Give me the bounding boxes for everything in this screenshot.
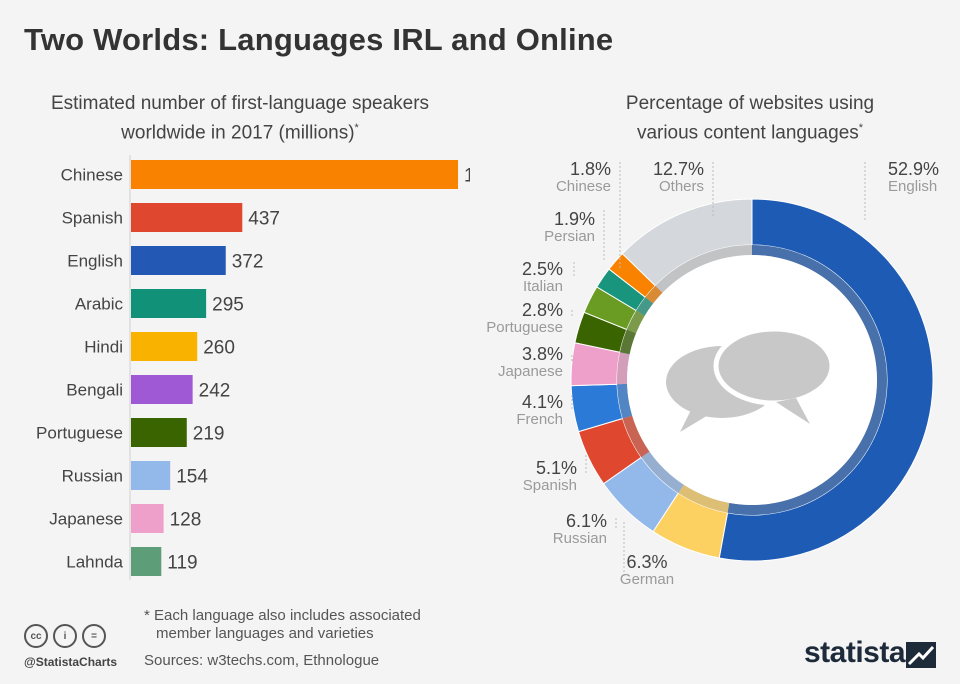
bar-category-label: Chinese bbox=[61, 166, 123, 185]
donut-inner-shade bbox=[636, 297, 654, 316]
donut-inner-shade bbox=[641, 451, 684, 494]
left-subtitle: Estimated number of first-language speak… bbox=[20, 92, 460, 145]
bar-spanish bbox=[131, 203, 243, 232]
right-subtitle-asterisk: * bbox=[858, 122, 864, 134]
donut-category-label: Persian bbox=[544, 228, 595, 245]
donut-chart: 52.9%English 6.3%German 6.1%Russian 5.1%Spa… bbox=[486, 159, 939, 588]
bar-value-label: 295 bbox=[212, 295, 244, 316]
bar-value-label: 219 bbox=[193, 424, 225, 445]
license-icons: cc i = bbox=[24, 624, 106, 648]
donut-inner-shade bbox=[626, 310, 645, 334]
sources: Sources: w3techs.com, Ethnologue bbox=[144, 652, 380, 669]
chart-title: Two Worlds: Languages IRL and Online bbox=[24, 22, 614, 57]
bar-russian bbox=[131, 461, 171, 490]
donut-category-label: French bbox=[516, 411, 563, 428]
right-subtitle-line1: Percentage of websites using bbox=[625, 93, 875, 114]
donut-inner-shade bbox=[617, 383, 633, 419]
donut-value-label: 2.8% bbox=[522, 300, 563, 320]
bar-japanese bbox=[131, 504, 164, 533]
twitter-handle: @StatistaCharts bbox=[24, 655, 118, 669]
bar-value-label: 154 bbox=[176, 467, 208, 488]
donut-category-label: Japanese bbox=[498, 363, 563, 380]
statista-logo: statista bbox=[804, 636, 906, 669]
donut-category-label: English bbox=[888, 178, 937, 195]
donut-value-label: 12.7% bbox=[653, 159, 704, 179]
donut-category-label: Others bbox=[659, 178, 704, 195]
no-derivatives-icon: = bbox=[82, 624, 106, 648]
donut-category-label: German bbox=[620, 571, 674, 588]
bar-hindi bbox=[131, 332, 198, 361]
bar-portuguese bbox=[131, 418, 187, 447]
attribution-icon: i bbox=[53, 624, 77, 648]
bar-arabic bbox=[131, 289, 207, 318]
bar-value-label: 128 bbox=[170, 510, 202, 531]
statista-logo-mark-icon bbox=[906, 642, 936, 668]
donut-value-label: 2.5% bbox=[522, 259, 563, 279]
donut-value-label: 3.8% bbox=[522, 344, 563, 364]
donut-category-label: Portuguese bbox=[486, 319, 563, 336]
bar-category-label: Russian bbox=[62, 467, 123, 486]
donut-value-label: 6.3% bbox=[626, 552, 667, 572]
donut-category-label: Chinese bbox=[556, 178, 611, 195]
donut-value-label: 4.1% bbox=[522, 392, 563, 412]
donut-category-label: Spanish bbox=[523, 477, 577, 494]
bar-category-label: Arabic bbox=[75, 295, 124, 314]
left-subtitle-line2: worldwide in 2017 (millions) bbox=[121, 122, 355, 144]
donut-value-label: 6.1% bbox=[566, 511, 607, 531]
bar-category-label: Japanese bbox=[49, 510, 123, 529]
donut-value-label: 1.8% bbox=[570, 159, 611, 179]
footnote-line1: * Each language also includes associated bbox=[144, 607, 421, 624]
bar-category-label: Lahnda bbox=[66, 553, 123, 572]
bar-lahnda bbox=[131, 547, 162, 576]
right-subtitle-line2: various content languages bbox=[636, 122, 859, 144]
donut-inner-shade bbox=[678, 484, 730, 513]
left-subtitle-line1: Estimated number of first-language speak… bbox=[50, 93, 430, 114]
bar-value-label: 1,284 bbox=[464, 166, 470, 187]
donut-inner-shade bbox=[645, 285, 663, 304]
donut-inner-shade bbox=[622, 415, 650, 458]
donut-inner-shade bbox=[617, 352, 630, 385]
bar-value-label: 260 bbox=[203, 338, 235, 359]
bar-value-label: 437 bbox=[248, 209, 280, 230]
right-subtitle: Percentage of websites using various con… bbox=[570, 92, 930, 145]
footnote: * Each language also includes associated… bbox=[144, 607, 421, 643]
bar-value-label: 242 bbox=[199, 381, 231, 402]
donut-value-label: 5.1% bbox=[536, 458, 577, 478]
bar-category-label: Bengali bbox=[66, 381, 123, 400]
bar-category-label: English bbox=[67, 252, 123, 271]
bar-chinese bbox=[131, 160, 458, 189]
bar-english bbox=[131, 246, 226, 275]
donut-category-label: Russian bbox=[553, 530, 607, 547]
bar-category-label: Hindi bbox=[84, 338, 123, 357]
bar-category-label: Spanish bbox=[62, 209, 123, 228]
footnote-line2: member languages and varieties bbox=[156, 625, 374, 642]
donut-inner-shade bbox=[619, 329, 637, 355]
bar-category-label: Portuguese bbox=[36, 424, 123, 443]
speech-bubbles-icon bbox=[666, 326, 835, 432]
donut-category-label: Italian bbox=[523, 278, 563, 295]
donut-inner-shade bbox=[655, 245, 752, 293]
bar-chart: Chinese 1,284 Spanish 437 English 372 Arabic 29… bbox=[36, 155, 470, 580]
creative-commons-icon: cc bbox=[24, 624, 48, 648]
left-subtitle-asterisk: * bbox=[354, 122, 359, 134]
donut-value-label: 1.9% bbox=[554, 209, 595, 229]
bar-value-label: 119 bbox=[167, 553, 197, 574]
bar-bengali bbox=[131, 375, 193, 404]
bar-value-label: 372 bbox=[232, 252, 264, 273]
donut-value-label: 52.9% bbox=[888, 159, 939, 179]
